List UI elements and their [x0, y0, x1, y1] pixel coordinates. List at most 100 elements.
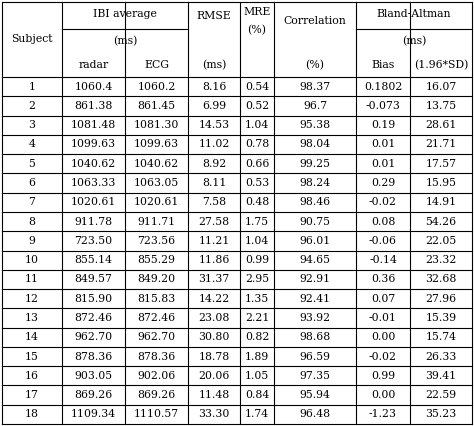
Text: -1.23: -1.23 — [369, 409, 397, 419]
Text: 1020.61: 1020.61 — [134, 197, 179, 207]
Text: 0.82: 0.82 — [245, 332, 269, 342]
Text: 8: 8 — [28, 216, 36, 227]
Text: 97.35: 97.35 — [300, 371, 330, 381]
Text: 4: 4 — [28, 139, 36, 150]
Text: 93.92: 93.92 — [300, 313, 330, 323]
Text: 11.21: 11.21 — [198, 236, 230, 246]
Text: 95.94: 95.94 — [300, 390, 330, 400]
Text: Subject: Subject — [11, 35, 53, 44]
Text: 861.38: 861.38 — [74, 101, 113, 111]
Text: 1020.61: 1020.61 — [71, 197, 116, 207]
Text: 20.06: 20.06 — [198, 371, 230, 381]
Text: 35.23: 35.23 — [425, 409, 456, 419]
Text: 96.59: 96.59 — [300, 351, 330, 362]
Text: 96.7: 96.7 — [303, 101, 327, 111]
Text: 6.99: 6.99 — [202, 101, 226, 111]
Text: (1.96*SD): (1.96*SD) — [414, 60, 468, 71]
Text: 8.16: 8.16 — [202, 82, 226, 92]
Text: 1063.33: 1063.33 — [71, 178, 116, 188]
Text: 28.61: 28.61 — [425, 120, 456, 130]
Text: 18.78: 18.78 — [199, 351, 229, 362]
Text: 902.06: 902.06 — [137, 371, 176, 381]
Text: 15.39: 15.39 — [426, 313, 456, 323]
Text: 0.19: 0.19 — [371, 120, 395, 130]
Text: 96.48: 96.48 — [300, 409, 330, 419]
Text: 0.00: 0.00 — [371, 332, 395, 342]
Text: 95.38: 95.38 — [300, 120, 330, 130]
Text: 878.36: 878.36 — [74, 351, 113, 362]
Text: 1.35: 1.35 — [245, 294, 269, 304]
Text: 11: 11 — [25, 274, 39, 285]
Text: 15: 15 — [25, 351, 39, 362]
Text: Correlation: Correlation — [283, 16, 346, 26]
Text: 1040.62: 1040.62 — [71, 159, 116, 169]
Text: 1: 1 — [28, 82, 36, 92]
Text: 815.90: 815.90 — [74, 294, 112, 304]
Text: 0.48: 0.48 — [245, 197, 269, 207]
Text: 22.05: 22.05 — [425, 236, 456, 246]
Text: 0.07: 0.07 — [371, 294, 395, 304]
Text: -0.06: -0.06 — [369, 236, 397, 246]
Text: 1040.62: 1040.62 — [134, 159, 179, 169]
Text: 1.89: 1.89 — [245, 351, 269, 362]
Text: IBI average: IBI average — [93, 9, 157, 19]
Text: 16.07: 16.07 — [425, 82, 456, 92]
Text: 869.26: 869.26 — [137, 390, 176, 400]
Text: 92.91: 92.91 — [300, 274, 330, 285]
Text: 0.53: 0.53 — [245, 178, 269, 188]
Text: 5: 5 — [28, 159, 36, 169]
Text: 31.37: 31.37 — [199, 274, 229, 285]
Text: -0.01: -0.01 — [369, 313, 397, 323]
Text: 1109.34: 1109.34 — [71, 409, 116, 419]
Text: 0.1802: 0.1802 — [364, 82, 402, 92]
Text: 8.11: 8.11 — [202, 178, 226, 188]
Text: -0.02: -0.02 — [369, 197, 397, 207]
Text: 9: 9 — [28, 236, 36, 246]
Text: 1.05: 1.05 — [245, 371, 269, 381]
Text: 21.71: 21.71 — [425, 139, 456, 150]
Text: 3: 3 — [28, 120, 36, 130]
Text: 849.57: 849.57 — [74, 274, 112, 285]
Text: 0.01: 0.01 — [371, 139, 395, 150]
Text: 14.22: 14.22 — [199, 294, 229, 304]
Text: 92.41: 92.41 — [300, 294, 330, 304]
Text: 723.56: 723.56 — [137, 236, 175, 246]
Text: 1.04: 1.04 — [245, 120, 269, 130]
Text: 869.26: 869.26 — [74, 390, 113, 400]
Text: 39.41: 39.41 — [426, 371, 456, 381]
Text: 0.00: 0.00 — [371, 390, 395, 400]
Text: 13.75: 13.75 — [426, 101, 456, 111]
Text: -0.14: -0.14 — [369, 255, 397, 265]
Text: 17.57: 17.57 — [426, 159, 456, 169]
Text: (ms): (ms) — [402, 36, 426, 47]
Text: 23.08: 23.08 — [198, 313, 230, 323]
Text: 90.75: 90.75 — [300, 216, 330, 227]
Text: 94.65: 94.65 — [300, 255, 330, 265]
Text: 911.71: 911.71 — [137, 216, 175, 227]
Text: 1060.4: 1060.4 — [74, 82, 113, 92]
Text: 1081.30: 1081.30 — [134, 120, 179, 130]
Text: 14: 14 — [25, 332, 39, 342]
Text: 0.01: 0.01 — [371, 159, 395, 169]
Text: 11.48: 11.48 — [199, 390, 229, 400]
Text: 1081.48: 1081.48 — [71, 120, 116, 130]
Text: 0.36: 0.36 — [371, 274, 395, 285]
Text: 6: 6 — [28, 178, 36, 188]
Text: 878.36: 878.36 — [137, 351, 176, 362]
Text: 855.14: 855.14 — [74, 255, 112, 265]
Text: 11.86: 11.86 — [198, 255, 230, 265]
Text: 7: 7 — [28, 197, 36, 207]
Text: 96.01: 96.01 — [300, 236, 331, 246]
Text: 98.04: 98.04 — [300, 139, 330, 150]
Text: 26.33: 26.33 — [425, 351, 456, 362]
Text: 2: 2 — [28, 101, 36, 111]
Text: 1110.57: 1110.57 — [134, 409, 179, 419]
Text: 8.92: 8.92 — [202, 159, 226, 169]
Text: 23.32: 23.32 — [425, 255, 456, 265]
Text: 15.95: 15.95 — [426, 178, 456, 188]
Text: 723.50: 723.50 — [74, 236, 112, 246]
Text: 10: 10 — [25, 255, 39, 265]
Text: 903.05: 903.05 — [74, 371, 112, 381]
Text: 1099.63: 1099.63 — [71, 139, 116, 150]
Text: 0.08: 0.08 — [371, 216, 395, 227]
